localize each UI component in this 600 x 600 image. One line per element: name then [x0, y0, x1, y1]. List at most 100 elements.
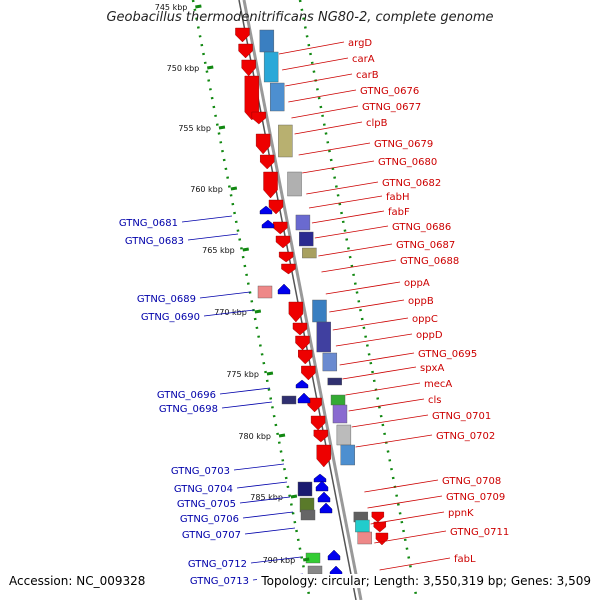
genome-stats-text: Topology: circular; Length: 3,550,319 bp…: [257, 574, 591, 588]
tick-mark: [290, 494, 298, 499]
gene-label-forward: mecA: [424, 379, 452, 390]
gene-arrow-forward: [316, 444, 331, 468]
tick-label: 760 kbp: [190, 185, 223, 194]
gene-arrow-forward: [275, 235, 291, 249]
tick-mark: [278, 433, 286, 438]
gene-label-forward: clpB: [366, 118, 388, 129]
gene-label-forward: GTNG_0682: [382, 178, 441, 189]
feature-block: [259, 29, 275, 53]
gene-label-reverse: GTNG_0681: [119, 218, 178, 229]
label-leader-forward: [311, 210, 385, 224]
gene-label-forward: GTNG_0679: [374, 139, 433, 150]
gene-label-reverse: GTNG_0712: [188, 559, 247, 570]
gene-arrow-forward: [273, 221, 288, 235]
gene-label-forward: oppD: [416, 330, 443, 341]
gene-arrow-forward: [238, 43, 253, 59]
tick-label: 750 kbp: [167, 64, 200, 73]
label-leader-forward: [374, 530, 447, 544]
feature-block: [300, 509, 316, 521]
tick-mark: [266, 371, 274, 376]
gene-arrow-reverse: [327, 549, 341, 561]
gene-labels: argD carA carB GTNG_0676 GTNG_0677 clpB GTNG_0…: [119, 38, 509, 587]
map-title: Geobacillus thermodenitrificans NG80-2, …: [106, 10, 494, 25]
tick-label: 755 kbp: [178, 124, 211, 133]
feature-block: [355, 519, 370, 533]
gene-label-forward: spxA: [420, 363, 444, 374]
gene-arrow-reverse: [297, 392, 311, 404]
feature-block: [305, 552, 321, 564]
gene-label-forward: GTNG_0701: [432, 411, 491, 422]
gene-label-forward: carA: [352, 54, 375, 65]
gene-arrow-reverse: [261, 219, 275, 229]
feature-block: [316, 321, 331, 353]
gene-label-reverse: GTNG_0696: [157, 390, 216, 401]
feature-block: [312, 299, 327, 323]
gene-label-forward: oppC: [412, 314, 438, 325]
label-leader-forward: [318, 243, 393, 257]
gene-arrow-forward: [307, 397, 322, 413]
gene-arrow-forward: [310, 415, 326, 431]
gene-label-reverse: GTNG_0706: [180, 514, 239, 525]
gene-label-reverse: GTNG_0690: [141, 312, 200, 323]
gene-label-forward: GTNG_0686: [392, 222, 451, 233]
label-leader-forward: [335, 333, 413, 347]
label-leader-forward: [278, 41, 345, 55]
feature-block: [302, 247, 317, 259]
label-leader-forward: [321, 259, 397, 273]
gene-arrow-forward: [268, 199, 284, 215]
feature-block: [332, 404, 348, 424]
gene-arrow-reverse: [313, 473, 327, 483]
gene-label-forward: GTNG_0677: [362, 102, 421, 113]
gene-label-reverse: GTNG_0689: [137, 294, 196, 305]
gene-arrow-forward: [263, 171, 278, 199]
label-leader-forward: [329, 299, 405, 313]
gene-arrow-reverse: [315, 480, 329, 492]
feature-block: [330, 394, 346, 406]
backbone-line-right: [242, 0, 363, 600]
gene-label-forward: carB: [356, 70, 379, 81]
gene-label-reverse: GTNG_0703: [171, 466, 230, 477]
gene-label-forward: GTNG_0695: [418, 349, 477, 360]
gene-arrow-forward: [371, 511, 385, 523]
gene-label-reverse: GTNG_0713: [190, 576, 249, 587]
feature-block: [297, 481, 313, 497]
feature-blocks: [257, 29, 372, 575]
tick-label: 780 kbp: [238, 432, 271, 441]
tick-label: 785 kbp: [250, 493, 283, 502]
label-leader-forward: [314, 225, 389, 239]
label-leader-forward: [370, 511, 445, 525]
gene-label-forward: GTNG_0702: [436, 431, 495, 442]
label-leader-reverse: [236, 481, 288, 489]
label-leader-reverse: [181, 215, 233, 223]
label-leader-reverse: [244, 527, 296, 535]
feature-block: [263, 51, 279, 83]
tick-mark: [195, 4, 202, 9]
label-leader-forward: [339, 352, 415, 366]
tick-mark: [207, 65, 214, 70]
gene-arrow-forward: [278, 251, 294, 263]
feature-block: [281, 395, 297, 405]
accession-text: Accession: NC_009328: [9, 574, 148, 588]
label-leader-forward: [291, 105, 359, 119]
gene-label-forward: GTNG_0709: [446, 492, 505, 503]
gene-label-forward: GTNG_0676: [360, 86, 419, 97]
label-leader-forward: [332, 317, 409, 331]
label-leader-forward: [308, 195, 383, 209]
tick-mark: [218, 125, 226, 130]
gene-arrow-forward: [375, 532, 389, 546]
feature-block: [257, 285, 273, 299]
label-leader-reverse: [203, 309, 255, 317]
gene-arrow-reverse: [317, 491, 331, 503]
gene-arrow-forward: [298, 349, 313, 365]
gene-arrow-forward: [235, 27, 250, 43]
feature-block: [340, 444, 355, 466]
label-leader-forward: [298, 142, 371, 156]
label-leader-forward: [345, 382, 421, 396]
label-leader-reverse: [187, 233, 239, 241]
label-leader-forward: [367, 495, 443, 509]
gene-arrow-forward: [295, 335, 310, 351]
label-leader-forward: [306, 181, 379, 195]
label-leader-reverse: [221, 401, 273, 409]
